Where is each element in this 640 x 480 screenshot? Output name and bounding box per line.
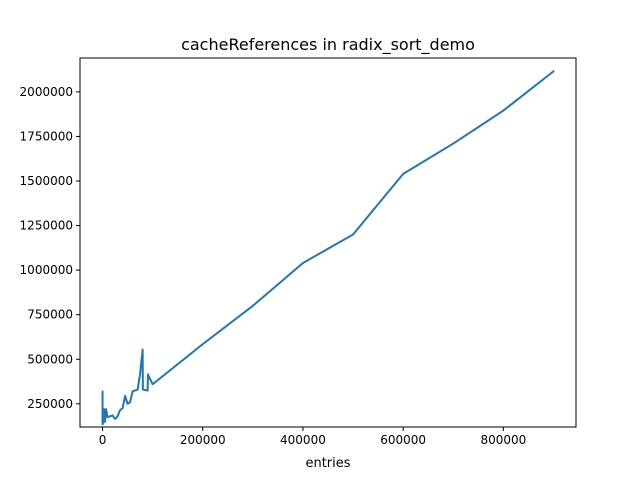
y-tick-label: 250000 [27, 397, 73, 411]
y-axis: 250000 500000 750000 1000000 1250000 1500000 1… [20, 85, 80, 411]
x-axis: 0 200000 400000 600000 800000 [99, 427, 526, 447]
y-tick-label: 2000000 [20, 85, 73, 99]
y-tick-label: 1750000 [20, 129, 73, 143]
x-axis-label: entries [305, 456, 350, 471]
y-tick-label: 1000000 [20, 263, 73, 277]
series-line [101, 69, 555, 426]
y-tick-label: 500000 [27, 352, 73, 366]
x-tick-label: 0 [99, 433, 107, 447]
x-tick-label: 400000 [280, 433, 326, 447]
x-tick-label: 600000 [380, 433, 426, 447]
plot-area [101, 69, 555, 426]
axes-frame [79, 57, 577, 428]
x-tick-label: 800000 [480, 433, 526, 447]
y-tick-label: 750000 [27, 308, 73, 322]
x-tick-label: 200000 [180, 433, 226, 447]
chart-title: cacheReferences in radix_sort_demo [181, 35, 475, 55]
y-tick-label: 1500000 [20, 174, 73, 188]
y-tick-label: 1250000 [20, 219, 73, 233]
